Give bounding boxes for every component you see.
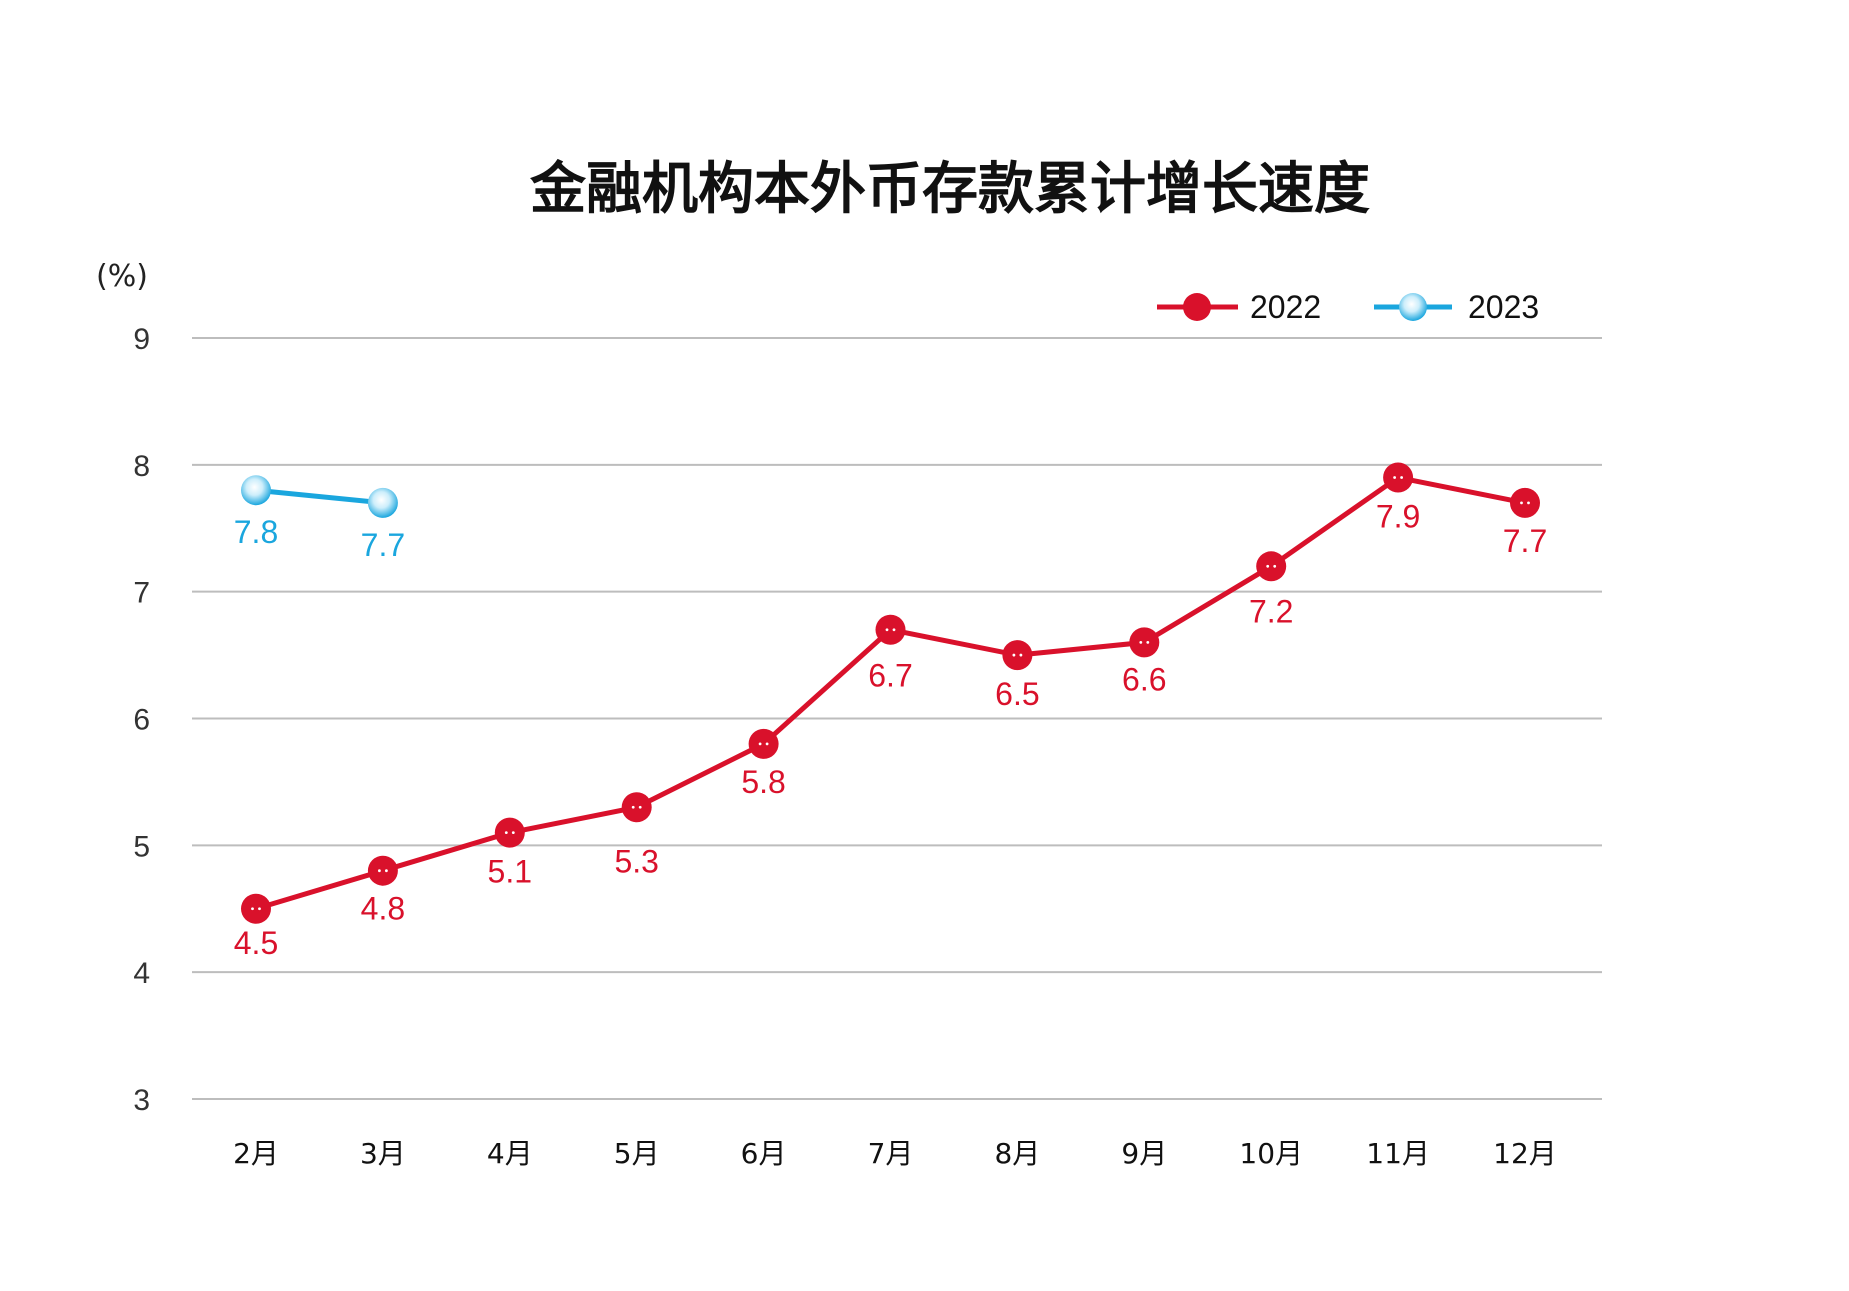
x-tick-label: 7月 (868, 1137, 914, 1170)
data-point-highlight (385, 869, 388, 873)
data-point-highlight (631, 805, 635, 809)
data-point (1256, 551, 1287, 582)
data-point (875, 614, 906, 645)
data-point-highlight (378, 869, 381, 873)
data-point-highlight (885, 628, 889, 632)
data-point-highlight (1146, 641, 1150, 644)
series-group: 4.5 4.8 5.1 5.3 5.8 6.7 6.5 6.6 7.2 7.9 7.7 7.8 7.7 (234, 462, 1547, 961)
x-tick-label: 5月 (614, 1137, 660, 1170)
series-line (255, 487, 384, 506)
data-point (621, 792, 652, 823)
chart-title: 金融机构本外币存款累计增长速度 (529, 157, 1370, 222)
data-point-highlight (1019, 653, 1023, 657)
data-label: 7.2 (1249, 593, 1293, 629)
legend: 2022 2023 (1157, 289, 1539, 325)
legend-label: 2022 (1250, 289, 1321, 325)
data-point-highlight (504, 831, 508, 835)
y-unit-label: (%) (96, 259, 148, 294)
x-tick-label: 11月 (1366, 1137, 1430, 1170)
gridlines (192, 337, 1602, 1100)
data-point (1129, 627, 1160, 658)
data-point (241, 893, 271, 924)
series-2022: 4.5 4.8 5.1 5.3 5.8 6.7 6.5 6.6 7.2 7.9 7.7 (234, 462, 1547, 961)
data-point-highlight (638, 805, 642, 809)
y-tick-label: 3 (133, 1084, 150, 1117)
legend-marker (1399, 293, 1427, 321)
data-point (367, 487, 398, 518)
data-point-highlight (758, 742, 762, 746)
data-label: 4.8 (361, 891, 405, 927)
x-tick-label: 8月 (994, 1137, 1040, 1170)
data-label: 7.7 (361, 527, 405, 563)
data-label: 7.7 (1503, 523, 1547, 559)
y-tick-label: 9 (133, 323, 150, 356)
data-label: 5.1 (488, 854, 532, 890)
y-tick-label: 8 (133, 450, 150, 483)
data-label: 5.8 (741, 764, 785, 800)
x-tick-label: 12月 (1493, 1137, 1557, 1170)
y-tick-label: 7 (133, 577, 150, 610)
data-label: 4.5 (234, 925, 278, 961)
x-tick-label: 6月 (741, 1137, 787, 1170)
data-point (367, 855, 398, 886)
data-point-highlight (1273, 564, 1277, 568)
data-label: 6.7 (868, 658, 912, 694)
legend-item-2022: 2022 (1157, 289, 1321, 325)
data-point-highlight (1520, 501, 1523, 505)
data-point (241, 475, 271, 506)
data-point-highlight (1012, 653, 1016, 657)
data-point-highlight (1527, 501, 1530, 505)
y-tick-label: 4 (133, 957, 150, 990)
legend-item-2023: 2023 (1374, 289, 1539, 325)
data-label: 7.9 (1376, 499, 1420, 535)
data-point (1002, 640, 1033, 671)
data-point-highlight (258, 907, 261, 911)
x-tick-label: 9月 (1121, 1137, 1167, 1170)
data-label: 6.5 (995, 676, 1039, 712)
data-point-highlight (765, 742, 769, 746)
x-axis-ticks: 2月 3月 4月 5月 6月 7月 8月 9月 10月 11月 12月 (233, 1137, 1557, 1170)
data-point-highlight (892, 628, 896, 632)
data-point (1510, 487, 1540, 518)
legend-marker (1183, 293, 1211, 321)
y-axis-ticks: 3 4 5 6 7 8 9 (133, 323, 150, 1117)
data-label: 7.8 (234, 514, 278, 550)
y-tick-label: 5 (133, 830, 150, 863)
data-label: 5.3 (614, 843, 658, 879)
x-tick-label: 2月 (233, 1137, 279, 1170)
data-point-highlight (1139, 641, 1143, 644)
data-point-highlight (1400, 476, 1403, 479)
data-point-highlight (251, 907, 254, 911)
data-point-highlight (1393, 476, 1396, 479)
data-point (748, 728, 779, 759)
data-point (494, 817, 525, 848)
y-tick-label: 6 (133, 704, 150, 737)
data-point (1383, 462, 1414, 493)
data-label: 6.6 (1122, 661, 1166, 697)
x-tick-label: 10月 (1239, 1137, 1303, 1170)
data-point-highlight (511, 831, 515, 835)
x-tick-label: 4月 (487, 1137, 533, 1170)
data-point-highlight (1266, 564, 1270, 568)
series-2023: 7.8 7.7 (234, 475, 405, 563)
legend-label: 2023 (1468, 289, 1539, 325)
x-tick-label: 3月 (360, 1137, 406, 1170)
